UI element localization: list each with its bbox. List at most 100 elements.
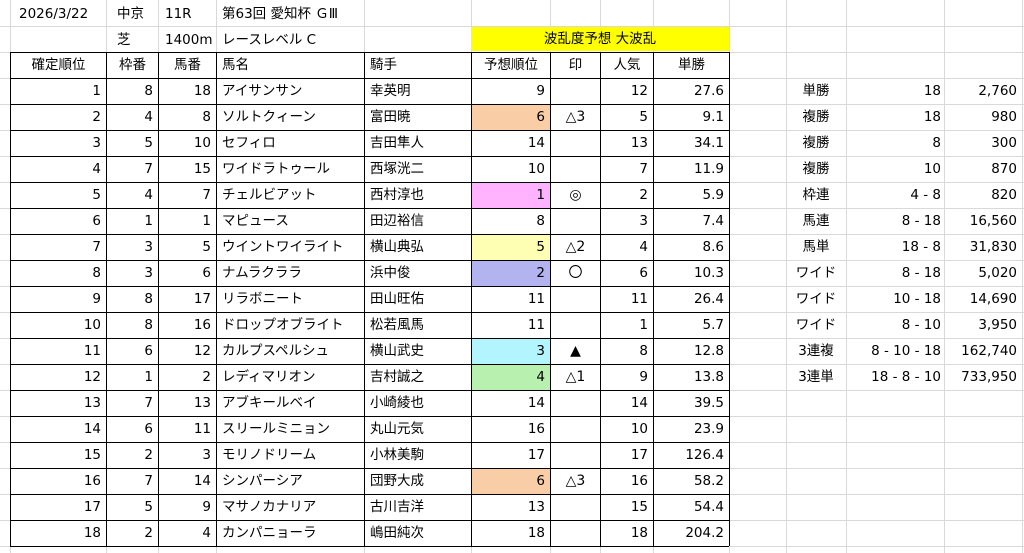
finish-position: 10 <box>83 317 101 333</box>
jockey-name: 小林美駒 <box>370 447 424 463</box>
win-odds: 11.9 <box>693 161 724 177</box>
popularity: 10 <box>630 421 648 437</box>
finish-position: 2 <box>92 109 101 125</box>
payout-amount: 300 <box>991 135 1017 151</box>
horse-name: カルプスペルシュ <box>222 343 330 359</box>
horse-number: 14 <box>193 473 211 489</box>
race-name: 第63回 愛知杯 ＧⅢ <box>222 6 339 22</box>
prediction-mark <box>551 442 600 468</box>
payout-type: 馬連 <box>802 213 830 229</box>
prediction-mark <box>551 130 600 156</box>
column-header: 単勝 <box>678 57 705 73</box>
horse-name: リラボニート <box>222 291 303 307</box>
horse-name: レディマリオン <box>222 369 316 385</box>
forecast-banner: 波乱度予想 大波乱 <box>471 27 729 51</box>
race-level: レースレベル C <box>222 32 317 48</box>
prediction-mark: △1 <box>565 369 586 385</box>
finish-position: 15 <box>83 447 101 463</box>
gate-number: 2 <box>144 525 153 541</box>
finish-position: 12 <box>83 369 101 385</box>
finish-position: 5 <box>92 187 101 203</box>
horse-number: 6 <box>202 265 211 281</box>
predicted-rank: 9 <box>536 83 545 99</box>
payout-type: ワイド <box>795 291 837 307</box>
jockey-name: 幸英明 <box>370 83 411 99</box>
race-date: 2026/3/22 <box>19 6 89 22</box>
jockey-name: 丸山元気 <box>370 421 424 437</box>
horse-number: 15 <box>193 161 211 177</box>
predicted-rank: 4 <box>472 365 550 390</box>
payout-type: 複勝 <box>802 109 830 125</box>
payout-type: 3連単 <box>798 369 834 385</box>
horse-name: アブキールベイ <box>222 395 317 411</box>
payout-type: 枠連 <box>802 187 830 203</box>
jockey-name: 嶋田純次 <box>370 525 424 541</box>
horse-name: セフィロ <box>222 135 276 151</box>
payout-combination: 18 - 8 - 10 <box>871 369 941 385</box>
gate-number: 3 <box>144 239 153 255</box>
payout-amount: 5,020 <box>978 265 1017 281</box>
finish-position: 4 <box>92 161 101 177</box>
horse-number: 1 <box>202 213 211 229</box>
popularity: 14 <box>630 395 648 411</box>
prediction-mark: ◎ <box>569 187 582 203</box>
gate-number: 3 <box>144 265 153 281</box>
column-header: 馬番 <box>174 57 201 73</box>
payout-combination: 8 - 18 <box>901 265 941 281</box>
payout-type: ワイド <box>795 317 837 333</box>
payout-amount: 733,950 <box>961 369 1017 385</box>
horse-number: 10 <box>193 135 211 151</box>
popularity: 11 <box>630 291 648 307</box>
jockey-name: 古川吉洋 <box>370 499 424 515</box>
predicted-rank: 14 <box>527 135 545 151</box>
predicted-rank: 14 <box>527 395 545 411</box>
popularity: 4 <box>639 239 648 255</box>
payout-type: 複勝 <box>802 161 830 177</box>
gate-number: 8 <box>144 83 153 99</box>
horse-name: ナムラクララ <box>222 265 302 281</box>
payout-amount: 820 <box>991 187 1017 203</box>
horse-number: 18 <box>193 83 211 99</box>
finish-position: 18 <box>83 525 101 541</box>
horse-number: 8 <box>202 109 211 125</box>
win-odds: 54.4 <box>693 499 724 515</box>
jockey-name: 田山旺佑 <box>370 291 424 307</box>
popularity: 6 <box>639 265 648 281</box>
gate-number: 4 <box>144 109 153 125</box>
win-odds: 5.9 <box>702 187 724 203</box>
win-odds: 27.6 <box>693 83 724 99</box>
horse-number: 7 <box>202 187 211 203</box>
gate-number: 6 <box>144 343 153 359</box>
predicted-rank: 5 <box>472 235 550 260</box>
horse-number: 11 <box>193 421 211 437</box>
gate-number: 2 <box>144 447 153 463</box>
prediction-mark <box>551 208 600 234</box>
payout-type: 馬単 <box>802 239 830 255</box>
win-odds: 204.2 <box>685 525 724 541</box>
column-header: 印 <box>568 57 583 73</box>
win-odds: 10.3 <box>693 265 724 281</box>
payout-combination: 8 - 18 <box>901 213 941 229</box>
gate-number: 7 <box>144 395 153 411</box>
win-odds: 7.4 <box>702 213 724 229</box>
payout-combination: 4 - 8 <box>910 187 941 203</box>
horse-name: アイサンサン <box>222 83 303 99</box>
gate-number: 8 <box>144 291 153 307</box>
payout-amount: 31,830 <box>969 239 1017 255</box>
popularity: 17 <box>630 447 648 463</box>
horse-number: 4 <box>202 525 211 541</box>
finish-position: 8 <box>92 265 101 281</box>
predicted-rank: 3 <box>472 339 550 364</box>
predicted-rank: 2 <box>472 261 550 286</box>
prediction-mark <box>551 312 600 338</box>
gate-number: 5 <box>144 135 153 151</box>
payout-combination: 18 <box>923 109 941 125</box>
payout-combination: 8 - 10 - 18 <box>871 343 941 359</box>
prediction-mark <box>551 520 600 546</box>
win-odds: 39.5 <box>693 395 724 411</box>
column-header: 予想順位 <box>484 57 538 73</box>
predicted-rank: 6 <box>472 469 550 494</box>
finish-position: 17 <box>83 499 101 515</box>
gate-number: 7 <box>144 161 153 177</box>
payout-combination: 18 - 8 <box>901 239 941 255</box>
